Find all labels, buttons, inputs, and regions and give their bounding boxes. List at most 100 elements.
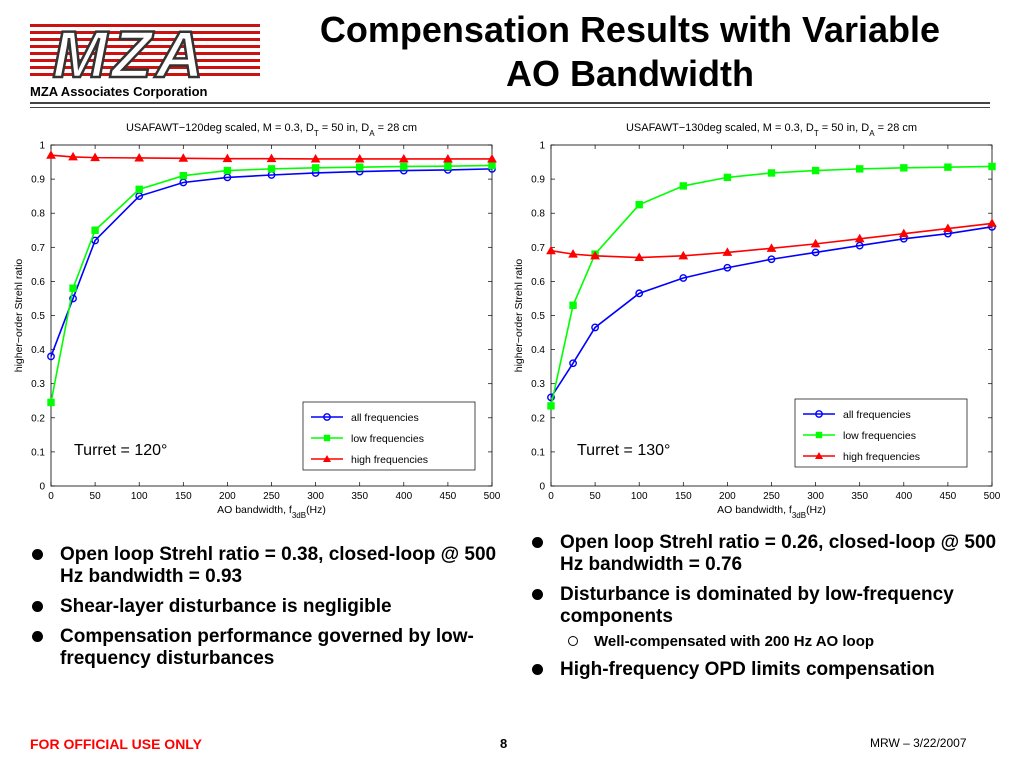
hollow-bullet-icon [568, 636, 578, 646]
x-tick-label: 500 [484, 491, 501, 502]
data-point [678, 250, 689, 260]
legend-marker [815, 410, 823, 418]
data-point [178, 153, 189, 162]
legend-label: high frequencies [843, 451, 920, 463]
chart-turret-130: USAFAWT−130deg scaled, M = 0.3, DT = 50 … [513, 122, 1001, 520]
legend-label: all frequencies [351, 412, 419, 424]
list-item: Open loop Strehl ratio = 0.38, closed-lo… [30, 544, 500, 588]
x-tick-label: 0 [548, 491, 554, 502]
x-tick-label: 0 [48, 491, 54, 502]
data-point [91, 226, 99, 234]
bullet-icon [32, 601, 43, 612]
data-point [569, 301, 577, 309]
y-tick-label: 0.6 [531, 277, 545, 288]
y-tick-label: 1 [539, 141, 545, 152]
right-bullet-list: Open loop Strehl ratio = 0.26, closed-lo… [530, 532, 1000, 689]
series-line-1 [50, 164, 493, 403]
x-tick-label: 250 [263, 491, 280, 502]
data-point [944, 163, 952, 171]
legend-marker [815, 452, 823, 459]
list-item: Compensation performance governed by low… [30, 626, 500, 670]
data-point [356, 163, 364, 171]
data-point [987, 218, 997, 227]
data-point [568, 249, 578, 258]
y-axis-label: higher−order Strehl ratio [513, 259, 525, 373]
data-point [69, 284, 77, 292]
y-tick-label: 0.1 [531, 447, 545, 458]
x-axis-label: AO bandwidth, f3dB(Hz) [717, 504, 826, 520]
x-tick-label: 450 [940, 491, 957, 502]
y-tick-label: 0.8 [531, 209, 545, 220]
legend-marker [323, 413, 331, 421]
data-point [591, 323, 600, 332]
x-tick-label: 150 [175, 491, 192, 502]
series-line-0 [50, 168, 493, 357]
logo-text: MZA [53, 20, 208, 82]
data-point [47, 352, 55, 361]
data-point [547, 393, 555, 402]
series-line-2 [550, 222, 993, 259]
data-point [767, 169, 776, 177]
data-point [398, 153, 409, 163]
data-point [68, 151, 78, 161]
y-tick-label: 0.9 [531, 175, 545, 186]
turret-annotation: Turret = 120° [74, 442, 167, 459]
list-item: Disturbance is dominated by low-frequenc… [530, 584, 1000, 628]
y-tick-label: 0.5 [31, 311, 45, 322]
turret-annotation: Turret = 130° [577, 442, 670, 459]
series-line-2 [50, 154, 492, 160]
y-tick-label: 0.9 [31, 175, 45, 186]
data-point [135, 185, 143, 194]
y-tick-label: 0.4 [531, 345, 545, 356]
data-point [811, 248, 820, 257]
mza-logo: MZA [30, 20, 260, 82]
data-point [444, 162, 452, 170]
x-tick-label: 150 [675, 491, 692, 502]
data-point [267, 165, 276, 173]
data-point [590, 250, 600, 260]
left-bullet-list: Open loop Strehl ratio = 0.38, closed-lo… [30, 544, 500, 678]
y-tick-label: 0.3 [31, 379, 45, 390]
legend-label: low frequencies [843, 430, 916, 442]
data-point [179, 171, 188, 180]
y-tick-label: 0.1 [31, 447, 45, 458]
data-point [943, 223, 953, 233]
data-point [488, 161, 496, 170]
bullet-icon [532, 664, 543, 675]
data-point [766, 243, 777, 252]
page-title: Compensation Results with Variable AO Ba… [319, 9, 941, 94]
y-tick-label: 0.5 [531, 311, 545, 322]
data-point [266, 153, 277, 163]
bullet-icon [32, 631, 43, 642]
data-point [854, 233, 865, 243]
data-point [723, 173, 732, 182]
data-point [546, 245, 556, 255]
data-point [223, 166, 232, 175]
x-tick-label: 200 [219, 491, 236, 502]
y-tick-label: 0.6 [31, 277, 45, 288]
data-point [134, 152, 145, 162]
x-tick-label: 300 [807, 491, 824, 502]
x-tick-label: 400 [895, 491, 912, 502]
bullet-icon [32, 549, 43, 560]
data-point [723, 263, 732, 272]
data-point [69, 294, 77, 303]
logo-stripes [30, 24, 260, 76]
list-item: Open loop Strehl ratio = 0.26, closed-lo… [530, 532, 1000, 576]
legend-marker [323, 455, 331, 462]
x-tick-label: 350 [851, 491, 868, 502]
series-line-0 [550, 226, 993, 398]
x-tick-label: 300 [307, 491, 324, 502]
y-tick-label: 0.4 [31, 345, 45, 356]
data-point [722, 247, 733, 256]
data-point [222, 153, 233, 163]
y-axis-label: higher−order Strehl ratio [13, 259, 25, 373]
x-tick-label: 400 [395, 491, 412, 502]
x-tick-label: 250 [763, 491, 780, 502]
legend-label: high frequencies [351, 454, 428, 466]
page-number: 8 [500, 736, 508, 751]
data-point [443, 153, 453, 163]
y-tick-label: 0.7 [531, 243, 545, 254]
list-item: Shear-layer disturbance is negligible [30, 596, 500, 618]
data-point [47, 398, 55, 407]
